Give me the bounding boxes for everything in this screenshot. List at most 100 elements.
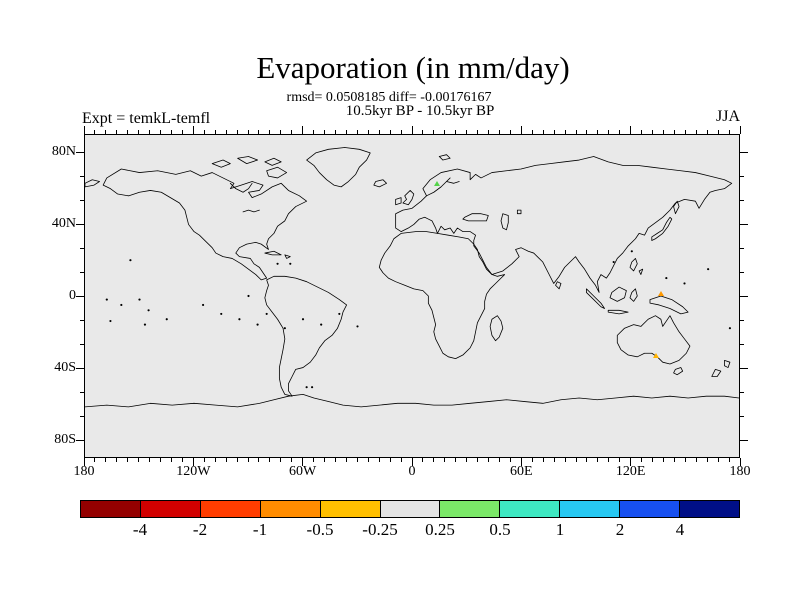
lon-tick (673, 130, 675, 134)
coastline-japan (652, 201, 679, 240)
lon-tick (520, 126, 522, 134)
colorbar-segment (319, 501, 380, 517)
lon-tick (334, 130, 336, 134)
lon-tick (531, 458, 533, 462)
lat-tick (740, 271, 744, 273)
lon-tick (739, 458, 741, 466)
colorbar-tick-label: 1 (555, 520, 565, 539)
lon-tick (706, 130, 708, 134)
lat-tick (740, 319, 744, 321)
anomaly-marker-new-guinea (658, 291, 664, 296)
map-frame (84, 134, 740, 458)
lon-tick (170, 458, 172, 462)
lon-tick (236, 458, 238, 462)
lon-tick (345, 130, 347, 134)
lon-tick (520, 458, 522, 466)
lon-tick (127, 458, 129, 462)
colorbar-segment (439, 501, 500, 517)
lon-tick (641, 130, 643, 134)
stats-line: rmsd= 0.0508185 diff= -0.00176167 (286, 90, 492, 105)
coastline-black-sea (463, 214, 488, 221)
lat-tick (76, 151, 84, 153)
lon-tick (488, 130, 490, 134)
lon-tick (477, 130, 479, 134)
lon-tick (422, 458, 424, 462)
lon-tick (269, 458, 271, 462)
lon-tick (575, 130, 577, 134)
colorbar-segment (379, 501, 440, 517)
lon-tick (575, 458, 577, 462)
lon-tick (597, 458, 599, 462)
lat-tick (80, 391, 84, 393)
lon-tick (258, 130, 260, 134)
lon-tick (662, 130, 664, 134)
lon-tick (291, 458, 293, 462)
lon-tick (258, 458, 260, 462)
coastline-new-guinea (650, 296, 688, 314)
colorbar-segment (199, 501, 260, 517)
lon-tick (138, 458, 140, 462)
lon-tick (160, 130, 162, 134)
lat-tick (740, 391, 744, 393)
lat-tick (740, 415, 744, 417)
lon-tick (531, 130, 533, 134)
coastline-british-isles (396, 190, 414, 204)
lon-tick (641, 458, 643, 462)
lon-tick (695, 130, 697, 134)
island-specks (105, 250, 732, 389)
coastline-eurasia (396, 156, 732, 292)
colorbar-tick-label: 0.25 (425, 520, 455, 539)
lon-tick (83, 458, 85, 466)
lon-tick (630, 458, 632, 466)
lon-tick (684, 458, 686, 462)
figure-title: Evaporation (in mm/day) (256, 50, 570, 85)
anomaly-marker-scandinavia (434, 181, 440, 186)
lon-tick (94, 458, 96, 462)
coastline-small-islands (265, 251, 561, 289)
lat-tick (740, 223, 748, 225)
lon-tick (444, 458, 446, 462)
coastline-south-america (265, 276, 347, 396)
coastline-baltic (427, 178, 460, 196)
lat-tick (76, 439, 84, 441)
lon-tick (597, 130, 599, 134)
lon-axis-label: 60E (510, 464, 533, 479)
lon-tick (498, 458, 500, 462)
lat-tick (80, 415, 84, 417)
lon-tick (739, 126, 741, 134)
lon-tick (356, 458, 358, 462)
lon-tick (170, 130, 172, 134)
lon-tick (324, 130, 326, 134)
lon-tick (203, 458, 205, 462)
lon-tick (160, 458, 162, 462)
lon-tick (192, 458, 194, 466)
coastline-great-lakes (243, 210, 259, 212)
coastline-hudson-bay (230, 183, 252, 192)
lat-tick (740, 151, 748, 153)
lat-tick (740, 343, 744, 345)
lon-tick (247, 130, 249, 134)
comparison-line: 10.5kyr BP - 10.5kyr BP (345, 103, 495, 119)
lon-tick (181, 130, 183, 134)
coastline-africa (379, 232, 504, 359)
season-label: JJA (715, 108, 740, 125)
lon-tick (127, 130, 129, 134)
lon-tick (389, 130, 391, 134)
lon-tick (662, 458, 664, 462)
lon-tick (302, 458, 304, 466)
lat-tick (740, 367, 748, 369)
lat-tick (80, 343, 84, 345)
lon-tick (203, 130, 205, 134)
lon-tick (378, 458, 380, 462)
lon-tick (192, 126, 194, 134)
lat-axis-label: 80N (51, 144, 76, 159)
lon-tick (236, 130, 238, 134)
lon-tick (619, 458, 621, 462)
lat-tick (740, 199, 744, 201)
lon-tick (553, 458, 555, 462)
lat-tick (80, 247, 84, 249)
colorbar-segment (259, 501, 320, 517)
colorbar-segment (619, 501, 680, 517)
lon-tick (706, 458, 708, 462)
